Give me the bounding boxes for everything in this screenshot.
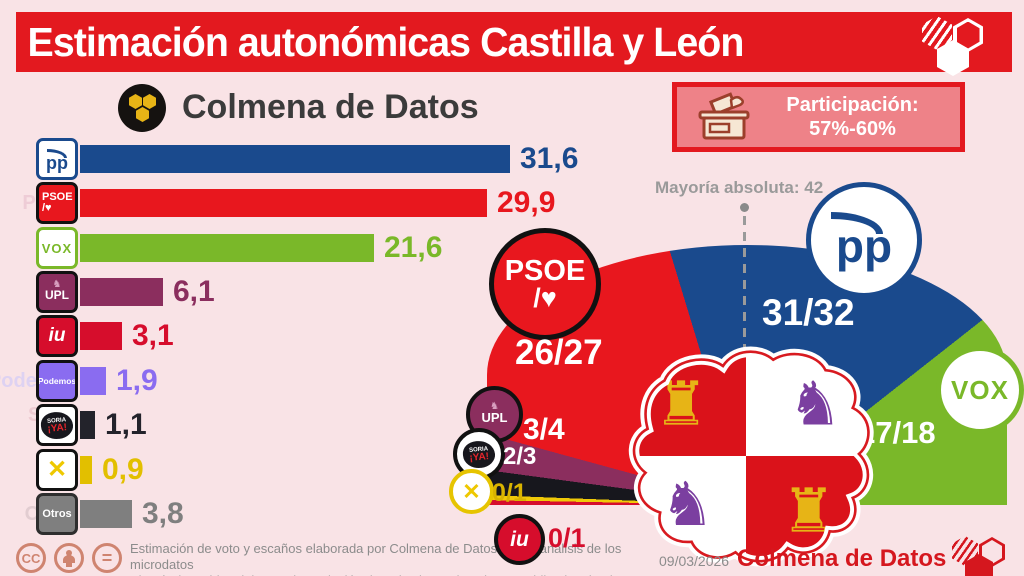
pp-logo-icon: pp bbox=[36, 138, 78, 180]
lion-icon: ♞ bbox=[660, 470, 714, 538]
upl-lion-icon: ♞ bbox=[490, 401, 499, 412]
hexagon-solid-icon bbox=[965, 554, 993, 576]
honeycomb-icon-red bbox=[952, 536, 1010, 576]
seats-iu: 0/1 bbox=[548, 523, 586, 553]
majority-annotation: Mayoría absoluta: 42 bbox=[655, 178, 824, 197]
bar-row-vox: VOX VOX 21,6 bbox=[0, 226, 500, 270]
podemos-logo-icon: Podemos bbox=[36, 360, 78, 402]
colmena-logo-icon bbox=[118, 84, 166, 132]
seats-upl: 3/4 bbox=[523, 413, 565, 446]
participation-label: Participación: bbox=[786, 94, 919, 116]
seats-psoe: 26/27 bbox=[515, 333, 603, 372]
bar-soria bbox=[80, 411, 95, 439]
participation-value: 57%-60% bbox=[809, 118, 896, 140]
xav-logo-icon: ✕ bbox=[36, 449, 78, 491]
header-banner: Estimación autonómicas Castilla y León bbox=[16, 12, 1012, 76]
xav-seat-badge: ✕ bbox=[449, 469, 494, 514]
soria-ya-logo-icon: SORIA ¡YA! bbox=[36, 404, 78, 446]
cc-nd-icon: = bbox=[92, 543, 122, 573]
bar-row-iu: IU iu 3,1 bbox=[0, 314, 500, 358]
license-icons: CC = bbox=[16, 543, 122, 573]
bar-value-vox: 21,6 bbox=[384, 231, 443, 264]
seats-xav: 0/1 bbox=[492, 479, 527, 507]
participation-box: Participación: 57%-60% bbox=[672, 82, 965, 152]
bar-value-pp: 31,6 bbox=[520, 142, 579, 175]
bar-pp bbox=[80, 145, 510, 173]
bar-xav bbox=[80, 456, 92, 484]
seats-soria: 2/3 bbox=[503, 443, 537, 470]
bar-row-psoe: PSOE PSOE/♥ 29,9 bbox=[0, 181, 555, 225]
bar-row-podemos: Podemos Podemos 1,9 bbox=[0, 359, 500, 403]
footer-methodology: Estimación de voto y escaños elaborada p… bbox=[130, 541, 658, 576]
bar-row-pp: PP pp 31,6 bbox=[0, 137, 578, 181]
bar-vox bbox=[80, 234, 374, 262]
bar-value-psoe: 29,9 bbox=[497, 186, 556, 219]
honeycomb-icon bbox=[922, 16, 988, 78]
brand-title: Colmena de Datos bbox=[182, 88, 479, 126]
bar-value-soria: 1,1 bbox=[105, 408, 147, 441]
ballot-box-icon bbox=[698, 92, 750, 140]
bar-upl bbox=[80, 278, 163, 306]
footer-brand: Colmena de Datos bbox=[737, 545, 947, 572]
iu-logo-icon: iu bbox=[36, 315, 78, 357]
lion-icon: ♞ bbox=[788, 370, 842, 438]
bar-podemos bbox=[80, 367, 106, 395]
vox-logo-icon: VOX bbox=[36, 227, 78, 269]
seats-pp: 31/32 bbox=[762, 292, 855, 333]
bar-value-upl: 6,1 bbox=[173, 275, 215, 308]
upl-lion-icon: ♞ bbox=[52, 279, 62, 290]
majority-dot bbox=[740, 203, 749, 212]
footer-date: 09/03/2026 bbox=[659, 553, 730, 569]
psoe-seat-badge: PSOE /♥ bbox=[489, 228, 601, 340]
upl-logo-icon: ♞ UPL bbox=[36, 271, 78, 313]
participation-text: Participación: 57%-60% bbox=[753, 93, 960, 141]
page-title: Estimación autonómicas Castilla y León bbox=[27, 18, 745, 65]
bar-value-otros: 3,8 bbox=[142, 497, 184, 530]
bar-row-upl: UPL ♞UPL 6,1 bbox=[0, 270, 500, 314]
vox-seat-badge: VOX bbox=[936, 346, 1024, 434]
bar-value-xav: 0,9 bbox=[102, 453, 144, 486]
iu-seat-badge: iu bbox=[494, 514, 545, 565]
bar-row-xav: XAV ✕ 0,9 bbox=[0, 448, 500, 492]
bar-row-soria: Soria ¡YA! SORIA¡YA! 1,1 bbox=[0, 403, 500, 447]
otros-logo-icon: Otros bbox=[36, 493, 78, 535]
bar-value-podemos: 1,9 bbox=[116, 364, 158, 397]
bar-iu bbox=[80, 322, 122, 350]
bar-value-iu: 3,1 bbox=[132, 319, 174, 352]
bar-psoe bbox=[80, 189, 487, 217]
bar-row-otros: Otros Otros 3,8 bbox=[0, 492, 500, 536]
bar-otros bbox=[80, 500, 132, 528]
cc-icon: CC bbox=[16, 543, 46, 573]
cc-by-person-icon bbox=[54, 543, 84, 573]
castilla-leon-map: ♜ ♞ ♞ ♜ bbox=[610, 340, 882, 576]
psoe-logo-icon: PSOE/♥ bbox=[36, 182, 78, 224]
map-outline-red bbox=[632, 350, 870, 563]
pp-seat-badge: pp bbox=[806, 182, 922, 298]
